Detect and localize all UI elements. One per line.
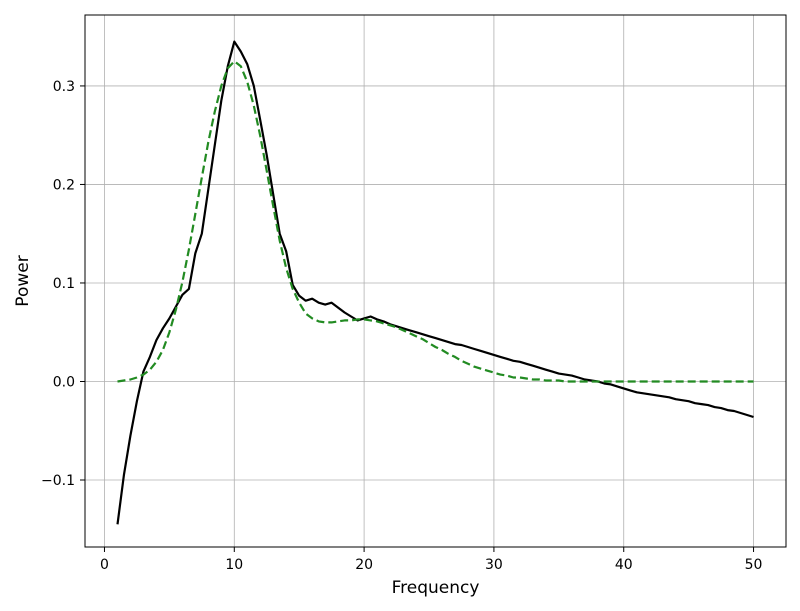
grid <box>85 15 786 547</box>
x-tick-label: 0 <box>100 557 109 573</box>
x-axis-label: Frequency <box>392 578 480 598</box>
series-layer <box>116 40 754 525</box>
y-tick-label: 0.3 <box>53 79 75 95</box>
y-tick-label: 0.2 <box>53 177 75 193</box>
x-tick-label: 10 <box>225 557 243 573</box>
x-axis: 0 10 20 30 40 50 <box>100 547 762 573</box>
y-tick-label: 0.1 <box>53 276 75 292</box>
y-tick-label: 0.0 <box>53 374 75 390</box>
x-tick-label: 30 <box>485 557 503 573</box>
x-tick-label: 20 <box>355 557 373 573</box>
plot-frame <box>84 14 787 548</box>
y-axis: −0.1 0.0 0.1 0.2 0.3 <box>41 79 85 489</box>
y-tick-label: −0.1 <box>41 473 75 489</box>
x-tick-label: 50 <box>745 557 763 573</box>
series-line-data <box>116 40 754 525</box>
series-line-fit <box>117 60 754 383</box>
y-axis-label: Power <box>13 255 33 306</box>
x-tick-label: 40 <box>615 557 633 573</box>
